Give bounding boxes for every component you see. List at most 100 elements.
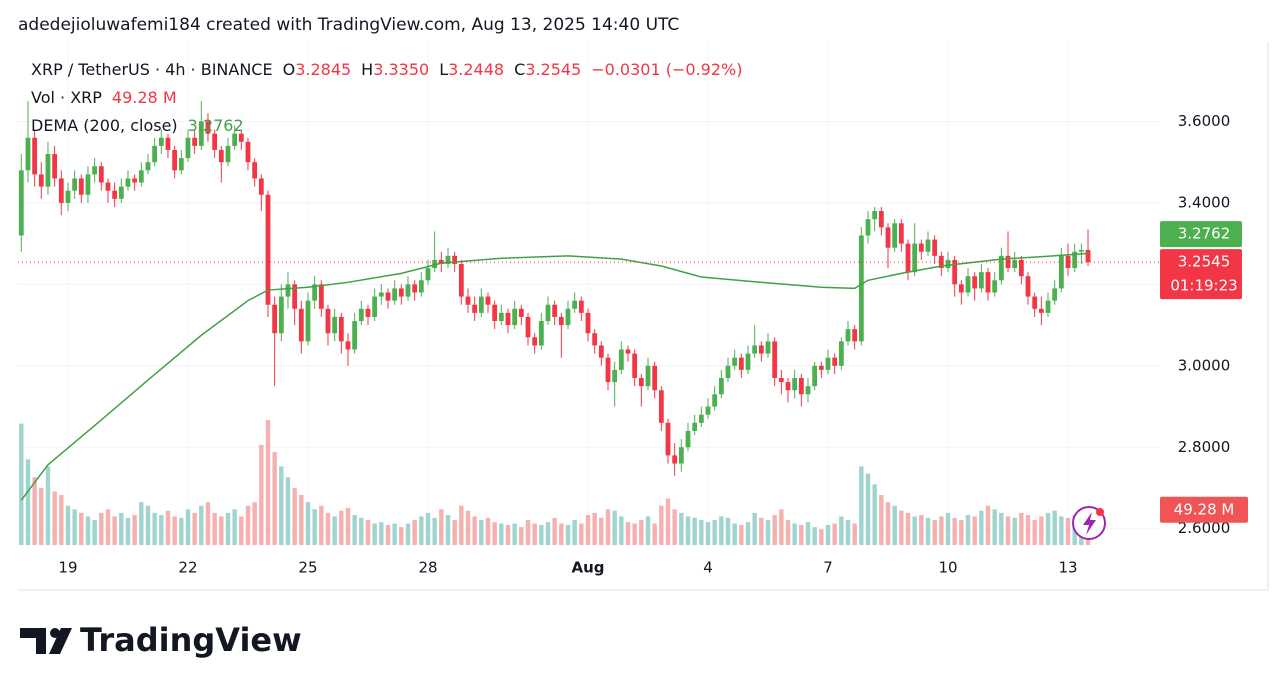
- candle-body: [378, 292, 384, 297]
- candle-body: [352, 321, 358, 350]
- volume-bar: [1005, 516, 1011, 545]
- candle-body: [972, 276, 978, 289]
- candle-body: [605, 357, 611, 383]
- candle-body: [92, 166, 98, 175]
- candle-body: [872, 211, 878, 220]
- alert-icon[interactable]: [1072, 506, 1106, 540]
- volume-bar: [32, 477, 37, 545]
- candle-body: [592, 333, 598, 346]
- candle-body: [225, 145, 231, 163]
- volume-bar: [765, 520, 771, 545]
- volume-bar: [825, 525, 831, 545]
- candle-body: [332, 316, 338, 334]
- volume-bar: [972, 516, 977, 545]
- candle-body: [1072, 251, 1078, 269]
- volume-bar: [965, 515, 971, 545]
- candle-body: [518, 308, 524, 317]
- volume-bar: [265, 420, 271, 545]
- volume-bar: [525, 520, 531, 545]
- volume-bar: [645, 516, 651, 545]
- volume-bar: [372, 523, 377, 545]
- candle-body: [938, 255, 944, 269]
- volume-bar: [412, 520, 417, 545]
- candle-body: [1018, 259, 1024, 277]
- candle-body: [818, 365, 824, 370]
- volume-bar: [45, 466, 51, 545]
- volume-bar: [985, 505, 991, 545]
- candle-body: [825, 357, 831, 370]
- volume-bar: [805, 522, 811, 545]
- volume-bar: [1012, 517, 1017, 545]
- candle-body: [158, 137, 164, 146]
- candle-body: [665, 422, 671, 456]
- volume-bar: [619, 516, 624, 545]
- candle-body: [358, 308, 364, 322]
- volume-bar: [812, 527, 817, 545]
- volume-bar: [259, 445, 264, 545]
- volume-bar: [799, 525, 804, 545]
- candle-body: [292, 284, 298, 309]
- candle-body: [658, 390, 664, 423]
- volume-bar: [679, 512, 684, 545]
- volume-bar: [152, 512, 157, 545]
- ohlc-value: 3.3350: [373, 60, 429, 79]
- candle-body: [398, 288, 404, 297]
- candle-body: [738, 357, 744, 370]
- volume-bar: [339, 510, 344, 545]
- volume-bar: [605, 509, 611, 545]
- volume-bar: [712, 520, 717, 545]
- candle-body: [792, 378, 798, 391]
- volume-bar: [999, 512, 1004, 545]
- volume-bar: [145, 505, 151, 545]
- volume-bar: [1059, 516, 1064, 545]
- legend-volume: Vol · XRP 49.28 M: [31, 88, 177, 107]
- candle-body: [445, 255, 451, 264]
- candle-body: [118, 186, 124, 199]
- volume-bar: [912, 516, 917, 545]
- volume-bar: [219, 516, 224, 545]
- candle-body: [572, 300, 578, 309]
- legend-main: XRP / TetherUS · 4h · BINANCE O3.2845 H3.3…: [31, 60, 742, 79]
- volume-bar: [239, 516, 244, 545]
- volume-bar: [919, 515, 924, 545]
- candle-body: [78, 178, 84, 195]
- volume-bar: [745, 522, 751, 545]
- volume-bar: [992, 509, 997, 545]
- x-tick-label: 7: [823, 559, 833, 577]
- volume-bar: [505, 525, 511, 545]
- volume-bar: [205, 502, 211, 545]
- candle-body: [1005, 255, 1011, 269]
- candle-body: [192, 137, 198, 146]
- volume-bar: [865, 473, 871, 545]
- candles: [18, 101, 1091, 476]
- ohlc-value: 3.2845: [295, 60, 351, 79]
- candle-body: [132, 178, 138, 183]
- volume-bar: [672, 509, 677, 545]
- volume-bar: [732, 523, 737, 545]
- volume-bar: [332, 516, 337, 545]
- volume-bar: [185, 509, 191, 545]
- x-tick-label: 25: [298, 559, 317, 577]
- candle-body: [272, 304, 278, 334]
- candle-body: [45, 154, 51, 187]
- candle-body: [412, 284, 418, 293]
- volume-bar: [465, 510, 471, 545]
- candle-body: [1038, 308, 1044, 313]
- volume-bar: [832, 523, 837, 545]
- candle-body: [1052, 288, 1058, 301]
- candle-body: [918, 243, 924, 252]
- ohlc-name: H: [361, 60, 373, 79]
- candle-body: [772, 341, 778, 379]
- candle-body: [232, 133, 238, 146]
- volume-bar: [939, 516, 944, 545]
- volume-bar: [459, 505, 464, 545]
- candle-body: [318, 284, 324, 309]
- candle-body: [258, 178, 264, 195]
- volume-bar: [685, 516, 691, 545]
- volume-bar: [659, 505, 664, 545]
- volume-bar: [519, 527, 524, 545]
- candle-body: [212, 133, 218, 150]
- candle-body: [638, 378, 644, 387]
- volume-bar: [632, 523, 637, 545]
- volume-bar: [105, 509, 111, 545]
